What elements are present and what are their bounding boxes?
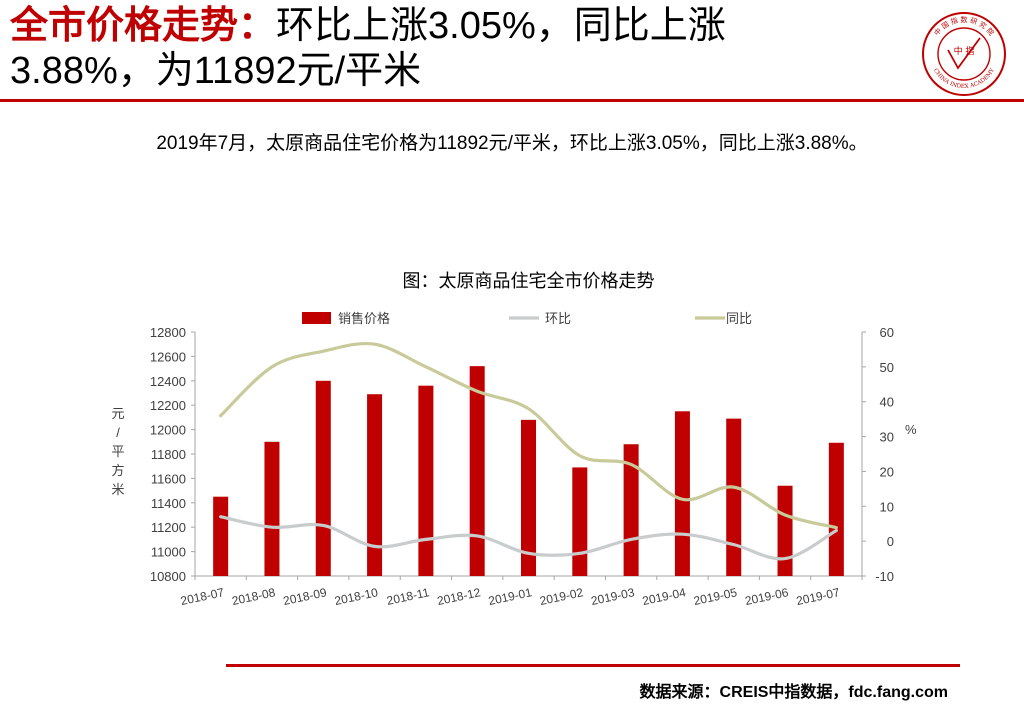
bar-2019-06 [777,485,793,576]
point-环比-2018-10 [373,545,376,548]
summary-text: 2019年7月，太原商品住宅价格为11892元/平米，环比上涨3.05%，同比上… [156,133,868,154]
y2-tick-label: 30 [880,430,894,445]
point-环比-2019-04 [681,533,684,535]
y2-tick-label: 50 [880,360,894,375]
point-环比-2019-06 [784,557,786,560]
bar-2019-04 [674,411,690,576]
point-同比-2018-07 [219,414,222,417]
legend-swatch-销售价格 [302,312,331,324]
point-环比-2019-07 [835,529,838,532]
y2-tick-label: 60 [880,325,894,340]
point-同比-2019-01 [527,407,530,410]
y2-tick-label: 0 [887,534,894,549]
legend-label-同比: 同比 [726,311,752,326]
y-tick-label: 11600 [151,471,186,486]
legend-label-销售价格: 销售价格 [338,311,390,326]
y2-tick-label: 10 [880,499,894,514]
bar-2019-03 [623,444,639,576]
point-同比-2018-10 [373,343,376,346]
point-环比-2019-01 [527,552,530,555]
y-tick-label: 12200 [150,398,186,413]
y2-tick-label: -10 [875,569,894,584]
bar-2018-10 [367,394,383,576]
point-环比-2019-02 [579,552,581,555]
point-同比-2018-12 [476,390,478,393]
title-line1-rest: 环比上涨3.05%，同比上涨 [276,5,726,47]
point-同比-2019-06 [784,514,786,516]
point-环比-2018-07 [219,515,222,518]
y-tick-label: 11800 [151,447,186,462]
x-tick-label: 2018-09 [282,585,328,608]
bar-2018-08 [264,441,280,576]
point-同比-2018-09 [322,350,325,352]
y-tick-label: 12000 [150,423,186,438]
point-环比-2018-12 [476,535,478,537]
x-tick-label: 2019-05 [692,585,738,608]
title-highlight: 全市价格走势： [10,5,277,47]
y-tick-label: 12800 [150,325,186,340]
title-divider [0,99,1024,102]
x-tick-label: 2019-01 [487,585,533,608]
footer-divider [226,664,960,667]
y-tick-label: 11400 [151,496,186,511]
point-同比-2019-03 [630,463,632,466]
bar-2018-11 [418,385,434,576]
x-tick-label: 2019-04 [641,585,687,608]
china-index-academy-logo: 中 国 指 数 研 究 院 CHINA INDEX ACADEMY 中 指 [922,12,1006,96]
bar-2019-05 [726,418,742,576]
x-tick-label: 2019-07 [795,585,841,608]
x-tick-label: 2018-08 [231,585,277,608]
x-tick-label: 2019-06 [744,585,790,608]
point-同比-2019-07 [835,526,838,529]
point-同比-2019-02 [579,454,581,457]
y2-axis-label: % [905,422,917,437]
bar-2019-07 [828,442,844,576]
bar-2018-07 [213,496,229,576]
logo-center-text: 中 指 [954,45,975,57]
y-tick-label: 12600 [150,349,186,364]
x-tick-label: 2019-02 [538,585,584,608]
point-环比-2019-03 [630,538,632,541]
y-tick-label: 11200 [151,520,186,535]
x-tick-label: 2019-03 [590,585,636,608]
point-环比-2018-11 [425,538,427,541]
point-同比-2018-11 [425,366,427,368]
point-环比-2018-08 [271,526,273,528]
y2-tick-label: 40 [880,395,894,410]
y-tick-label: 10800 [150,569,186,584]
y-tick-label: 11000 [151,545,186,560]
x-tick-label: 2018-07 [179,585,225,608]
point-同比-2018-08 [271,366,273,368]
bar-2018-09 [315,380,331,576]
x-tick-label: 2018-12 [436,585,482,608]
page-title: 全市价格走势：环比上涨3.05%，同比上涨 3.88%，为11892元/平米 [10,4,900,94]
title-line2: 3.88%，为11892元/平米 [10,50,422,92]
bar-2019-02 [572,467,588,576]
price-trend-chart: 图：太原商品住宅全市价格走势 10800 11000 11200 11400 11600 1… [111,271,917,608]
y2-tick-label: 20 [880,464,894,479]
logo-check-icon [947,37,981,70]
point-同比-2019-04 [681,498,684,501]
data-source: 数据来源：CREIS中指数据，fdc.fang.com [639,684,948,701]
legend-label-环比: 环比 [545,311,571,326]
bar-2018-12 [469,366,485,576]
bar-2019-01 [521,419,536,576]
point-同比-2019-05 [732,486,735,488]
y-axis-label: 元/平方米 [111,406,124,497]
point-环比-2018-09 [322,524,325,527]
x-tick-label: 2018-10 [333,585,379,608]
point-环比-2019-05 [732,543,735,546]
y-tick-label: 12400 [150,374,186,389]
chart-title: 图：太原商品住宅全市价格走势 [403,271,655,291]
x-tick-label: 2018-11 [385,585,430,608]
